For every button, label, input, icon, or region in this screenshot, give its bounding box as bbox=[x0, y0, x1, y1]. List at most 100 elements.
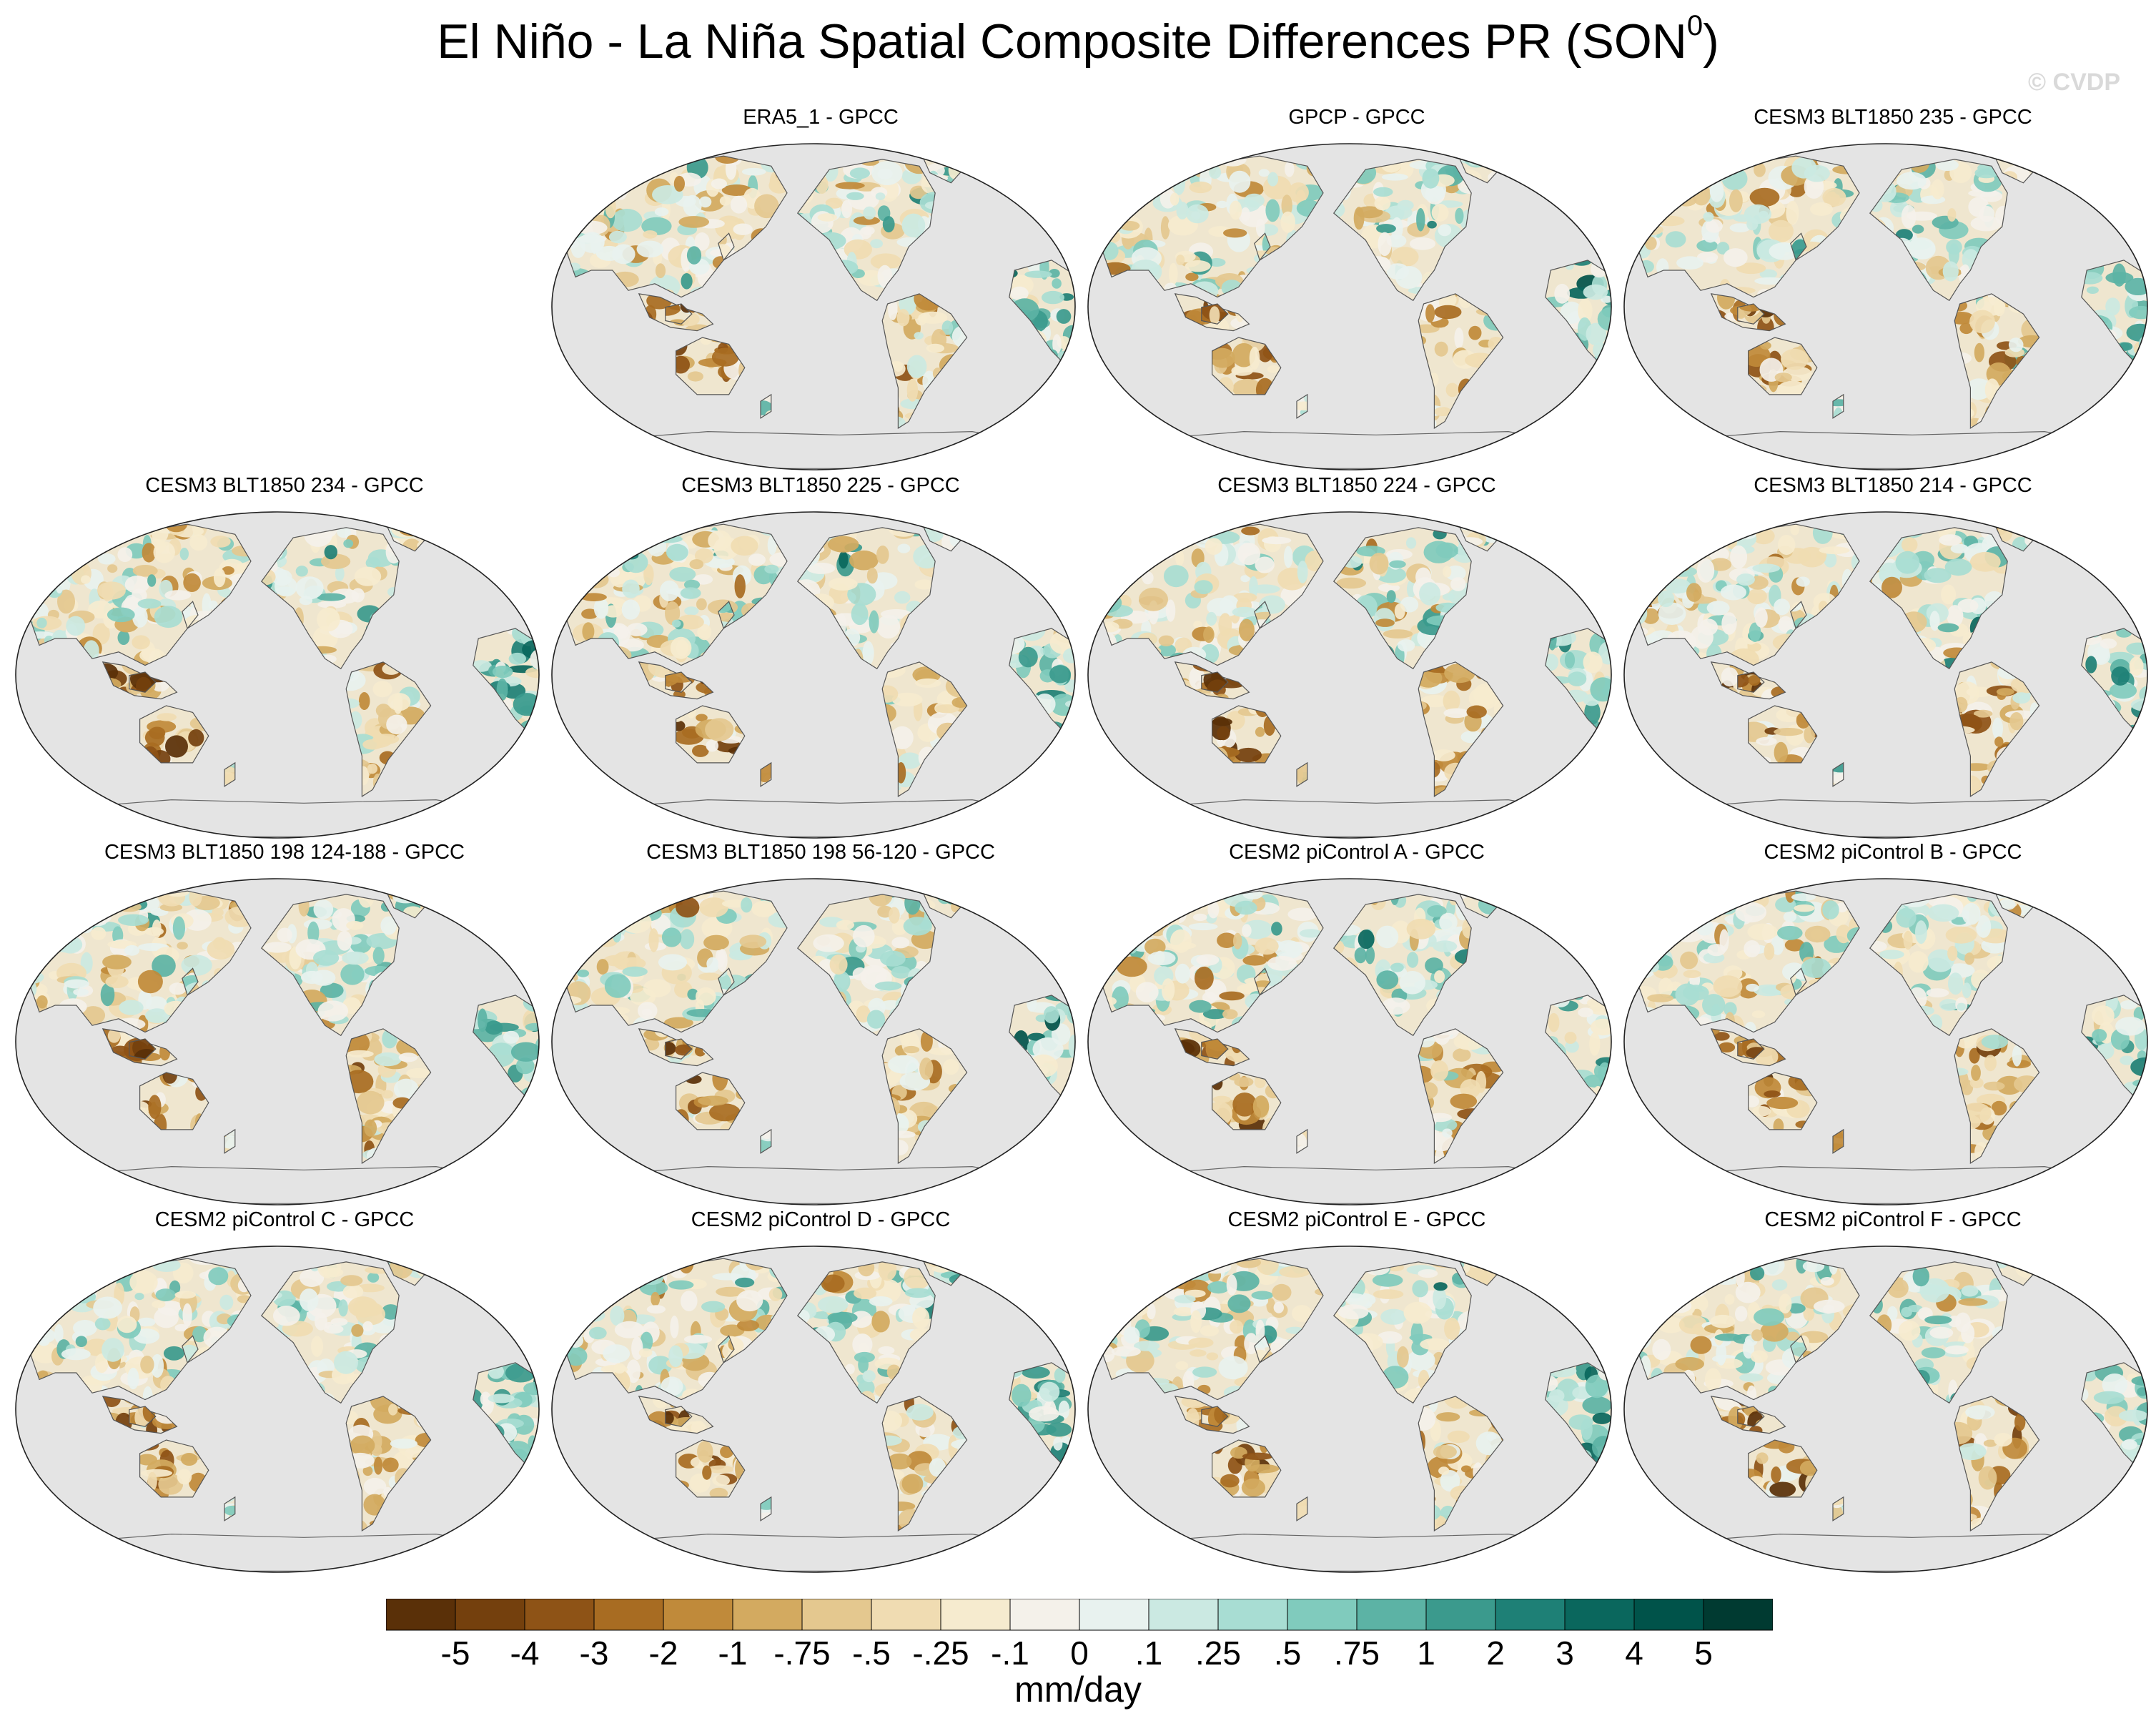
precip-anomaly-cell bbox=[652, 891, 684, 903]
precip-anomaly-cell bbox=[834, 971, 851, 992]
precip-anomaly-cell bbox=[1950, 543, 1969, 554]
precip-anomaly-cell bbox=[2126, 642, 2147, 655]
precip-anomaly-cell bbox=[574, 891, 595, 899]
precip-anomaly-cell bbox=[565, 911, 572, 925]
precip-anomaly-cell bbox=[1189, 1000, 1212, 1013]
precip-anomaly-cell bbox=[1657, 524, 1680, 536]
precip-anomaly-cell bbox=[1167, 531, 1185, 555]
precip-anomaly-cell bbox=[1929, 611, 1940, 631]
precip-anomaly-cell bbox=[730, 195, 748, 214]
precip-anomaly-cell bbox=[119, 1000, 144, 1015]
precip-anomaly-cell bbox=[661, 927, 682, 947]
precip-anomaly-cell bbox=[579, 156, 605, 167]
precip-anomaly-cell bbox=[583, 571, 609, 588]
precip-anomaly-cell bbox=[1120, 179, 1140, 204]
precip-anomaly-cell bbox=[1869, 940, 1887, 952]
precip-anomaly-cell bbox=[621, 599, 641, 620]
precip-anomaly-cell bbox=[137, 598, 162, 609]
precip-anomaly-cell bbox=[2120, 1055, 2134, 1065]
precip-anomaly-cell bbox=[1139, 587, 1168, 611]
precip-anomaly-cell bbox=[1683, 970, 1701, 978]
precip-anomaly-cell bbox=[2014, 881, 2034, 892]
precip-anomaly-cell bbox=[584, 566, 600, 581]
map-panel: CESM3 BLT1850 198 56-120 - GPCC bbox=[549, 842, 1092, 1211]
precip-anomaly-cell bbox=[1049, 269, 1060, 278]
precip-anomaly-cell bbox=[731, 536, 758, 556]
precip-anomaly-cell bbox=[882, 685, 899, 703]
precip-anomaly-cell bbox=[388, 1404, 398, 1416]
precip-anomaly-cell bbox=[607, 902, 626, 922]
precip-anomaly-cell bbox=[1658, 544, 1686, 554]
map-plot bbox=[551, 1246, 1076, 1573]
precip-anomaly-cell bbox=[134, 1293, 144, 1301]
precip-anomaly-cell bbox=[149, 726, 166, 739]
precip-anomaly-cell bbox=[1135, 982, 1159, 1002]
coastline-samerica bbox=[345, 661, 432, 797]
precip-anomaly-cell bbox=[1176, 156, 1200, 169]
precip-anomaly-cell bbox=[372, 947, 385, 965]
precip-anomaly-cell bbox=[1284, 546, 1293, 568]
precip-anomaly-cell bbox=[1647, 994, 1673, 1002]
precip-anomaly-cell bbox=[29, 574, 34, 592]
precip-anomaly-cell bbox=[346, 1410, 358, 1425]
precip-anomaly-cell bbox=[1390, 247, 1419, 267]
precip-anomaly-cell bbox=[1801, 957, 1831, 978]
coastline-japan bbox=[182, 1335, 199, 1364]
precip-anomaly-cell bbox=[1176, 202, 1189, 220]
precip-anomaly-cell bbox=[363, 1477, 387, 1496]
precip-anomaly-cell bbox=[154, 1113, 167, 1130]
precip-anomaly-cell bbox=[717, 949, 728, 972]
precip-anomaly-cell bbox=[671, 619, 681, 628]
precip-anomaly-cell bbox=[1896, 907, 1917, 928]
coastline-australia bbox=[1748, 337, 1818, 395]
precip-anomaly-cell bbox=[66, 616, 86, 636]
precip-anomaly-cell bbox=[1907, 237, 1936, 260]
precip-anomaly-cell bbox=[141, 1469, 173, 1477]
precip-anomaly-cell bbox=[351, 588, 365, 603]
precip-anomaly-cell bbox=[59, 562, 69, 580]
precip-anomaly-cell bbox=[1297, 1133, 1307, 1153]
precip-anomaly-cell bbox=[263, 942, 292, 953]
coastline-japan bbox=[1790, 232, 1807, 262]
precip-anomaly-cell bbox=[346, 669, 366, 691]
coastline-japan bbox=[718, 967, 735, 997]
precip-anomaly-cell bbox=[393, 1261, 419, 1271]
precip-anomaly-cell bbox=[1425, 957, 1443, 974]
precip-anomaly-cell bbox=[36, 1263, 64, 1286]
precip-anomaly-cell bbox=[2007, 514, 2029, 525]
precip-anomaly-cell bbox=[154, 1307, 179, 1328]
precip-anomaly-cell bbox=[1121, 524, 1137, 543]
precip-anomaly-cell bbox=[626, 623, 648, 636]
precip-anomaly-cell bbox=[1137, 891, 1166, 897]
precip-anomaly-cell bbox=[1696, 252, 1719, 263]
precip-anomaly-cell bbox=[2129, 656, 2144, 676]
map-panel-title: CESM3 BLT1850 234 - GPCC bbox=[145, 474, 424, 497]
precip-anomaly-cell bbox=[1678, 533, 1701, 550]
precip-anomaly-cell bbox=[580, 1266, 611, 1290]
precip-anomaly-cell bbox=[754, 194, 779, 219]
precip-anomaly-cell bbox=[64, 924, 86, 933]
precip-anomaly-cell bbox=[1255, 937, 1279, 955]
precip-anomaly-cell bbox=[295, 576, 324, 600]
precip-anomaly-cell bbox=[1072, 731, 1075, 746]
precip-anomaly-cell bbox=[1455, 207, 1464, 225]
precip-anomaly-cell bbox=[1974, 167, 1999, 179]
precip-anomaly-cell bbox=[751, 900, 776, 917]
precip-anomaly-cell bbox=[1212, 347, 1235, 368]
precip-anomaly-cell bbox=[1970, 216, 2002, 232]
map-panel: GPCP - GPCC bbox=[1085, 107, 1628, 476]
map-panel-title: CESM3 BLT1850 198 124-188 - GPCC bbox=[104, 841, 465, 864]
precip-anomaly-cell bbox=[1333, 939, 1345, 955]
map-panel: CESM2 piControl B - GPCC bbox=[1621, 842, 2156, 1211]
precip-anomaly-cell bbox=[1697, 899, 1724, 920]
precip-anomaly-cell bbox=[2120, 1000, 2137, 1010]
precip-anomaly-cell bbox=[669, 566, 696, 582]
precip-anomaly-cell bbox=[1194, 580, 1213, 594]
coastline-namerica bbox=[1332, 159, 1472, 302]
map-panel: CESM2 piControl D - GPCC bbox=[549, 1210, 1092, 1579]
map-plot bbox=[551, 511, 1076, 839]
precip-anomaly-cell bbox=[860, 965, 888, 985]
coastline-seasia bbox=[638, 1028, 714, 1067]
coastline-japan bbox=[1254, 967, 1271, 997]
precip-anomaly-cell bbox=[906, 355, 927, 378]
